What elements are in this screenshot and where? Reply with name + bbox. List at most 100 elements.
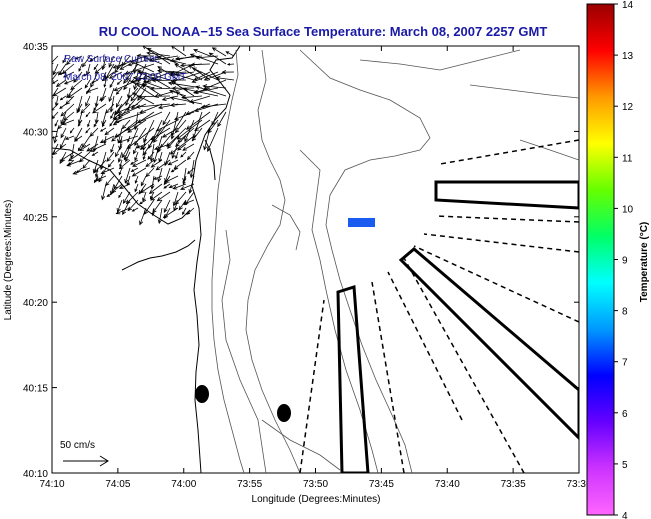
current-vector: [182, 143, 195, 151]
current-vector: [67, 151, 83, 162]
current-vector: [82, 71, 91, 77]
current-vector: [182, 199, 195, 205]
current-vector: [221, 70, 235, 75]
current-vector: [161, 127, 179, 138]
current-vector: [163, 183, 171, 189]
current-vector: [202, 84, 227, 89]
current-vector: [208, 52, 227, 65]
colorbar-tick-label: 9: [622, 256, 628, 267]
current-vector: [163, 199, 171, 214]
sandy-hook: [204, 139, 216, 181]
current-vector: [94, 175, 107, 182]
current-vector: [185, 103, 211, 115]
current-vector: [108, 87, 115, 103]
current-vector: [106, 191, 115, 198]
current-vector: [186, 151, 195, 161]
current-vector: [154, 143, 171, 151]
colorbar-tick-label: 11: [622, 153, 633, 164]
annotation-line-2: March 08, 2007 23:00 GMT: [64, 72, 186, 83]
x-tick-label: 73:55: [237, 479, 262, 490]
current-vector: [180, 183, 195, 190]
current-vector: [191, 71, 219, 83]
current-vector: [183, 87, 219, 97]
current-vector: [167, 135, 179, 150]
current-vector: [84, 79, 91, 89]
current-vector: [55, 79, 67, 88]
current-vector: [109, 95, 115, 113]
current-vector: [119, 63, 131, 70]
current-vector: [93, 119, 99, 128]
current-vector: [156, 191, 171, 202]
current-vector: [62, 55, 67, 64]
current-vector: [62, 71, 75, 78]
current-vector: [112, 119, 123, 126]
current-vector: [52, 63, 59, 76]
scale-label: 50 cm/s: [60, 440, 95, 451]
x-tick-label: 73:40: [435, 479, 460, 490]
current-vector: [113, 111, 131, 121]
current-vector: [136, 69, 171, 81]
current-vector: [174, 63, 203, 81]
current-vector: [114, 103, 123, 116]
map-title: RU COOL NOAA−15 Sea Surface Temperature:…: [99, 24, 548, 39]
current-vector: [93, 103, 99, 111]
current-vector: [80, 103, 91, 114]
current-vector: [166, 127, 187, 148]
current-vector: [148, 183, 163, 194]
current-vector: [109, 79, 115, 89]
annotation-line-1: Raw Surface Current:: [64, 54, 160, 65]
scale-arrow: [63, 455, 109, 467]
current-vector: [170, 167, 179, 173]
current-vector: [127, 103, 131, 112]
current-vector: [174, 71, 195, 77]
current-vector: [85, 95, 91, 107]
current-vector: [146, 51, 171, 57]
current-vector: [52, 87, 67, 97]
current-vector: [150, 159, 163, 168]
current-vector: [171, 143, 179, 159]
current-vector: [207, 119, 219, 134]
current-vector: [115, 143, 123, 158]
current-vector: [72, 167, 91, 175]
colorbar-tick-label: 4: [622, 511, 628, 519]
current-vector: [140, 135, 155, 151]
current-vector: [136, 143, 147, 149]
current-vector: [63, 79, 75, 85]
x-tick-label: 73:50: [303, 479, 328, 490]
current-vector: [121, 119, 131, 130]
current-vector: [189, 159, 195, 179]
current-vector: [169, 71, 195, 81]
current-vector: [157, 207, 163, 225]
current-vector: [140, 183, 155, 194]
current-vector: [169, 102, 187, 108]
current-vector: [112, 111, 123, 120]
current-vector: [162, 207, 179, 219]
current-vector: [69, 127, 75, 134]
current-vector: [211, 111, 219, 126]
current-vector: [185, 111, 211, 130]
current-vector: [110, 111, 115, 119]
current-vector: [53, 127, 59, 144]
survey-boxes: [336, 180, 579, 473]
current-vector: [188, 64, 211, 81]
current-vector: [169, 135, 195, 155]
current-vector: [131, 207, 139, 212]
current-vector: [63, 111, 75, 121]
current-vector: [157, 167, 163, 183]
current-vector: [54, 119, 59, 127]
current-vector: [52, 71, 59, 82]
current-vector: [121, 71, 131, 77]
current-vector: [172, 183, 187, 190]
current-vector: [149, 143, 155, 163]
x-tick-label: 74:10: [39, 479, 64, 490]
current-vector: [135, 103, 171, 109]
bathymetry-contours: [211, 49, 579, 473]
current-vector: [106, 151, 115, 163]
sst-pixel-patch: [348, 218, 375, 227]
current-vector: [59, 95, 67, 101]
map-plot-area: Raw Surface Current: March 08, 2007 23:0…: [23, 42, 592, 490]
black-ellipse-2: [277, 404, 291, 422]
current-vector: [104, 127, 115, 136]
current-vector: [178, 199, 187, 211]
current-vector: [125, 95, 131, 107]
